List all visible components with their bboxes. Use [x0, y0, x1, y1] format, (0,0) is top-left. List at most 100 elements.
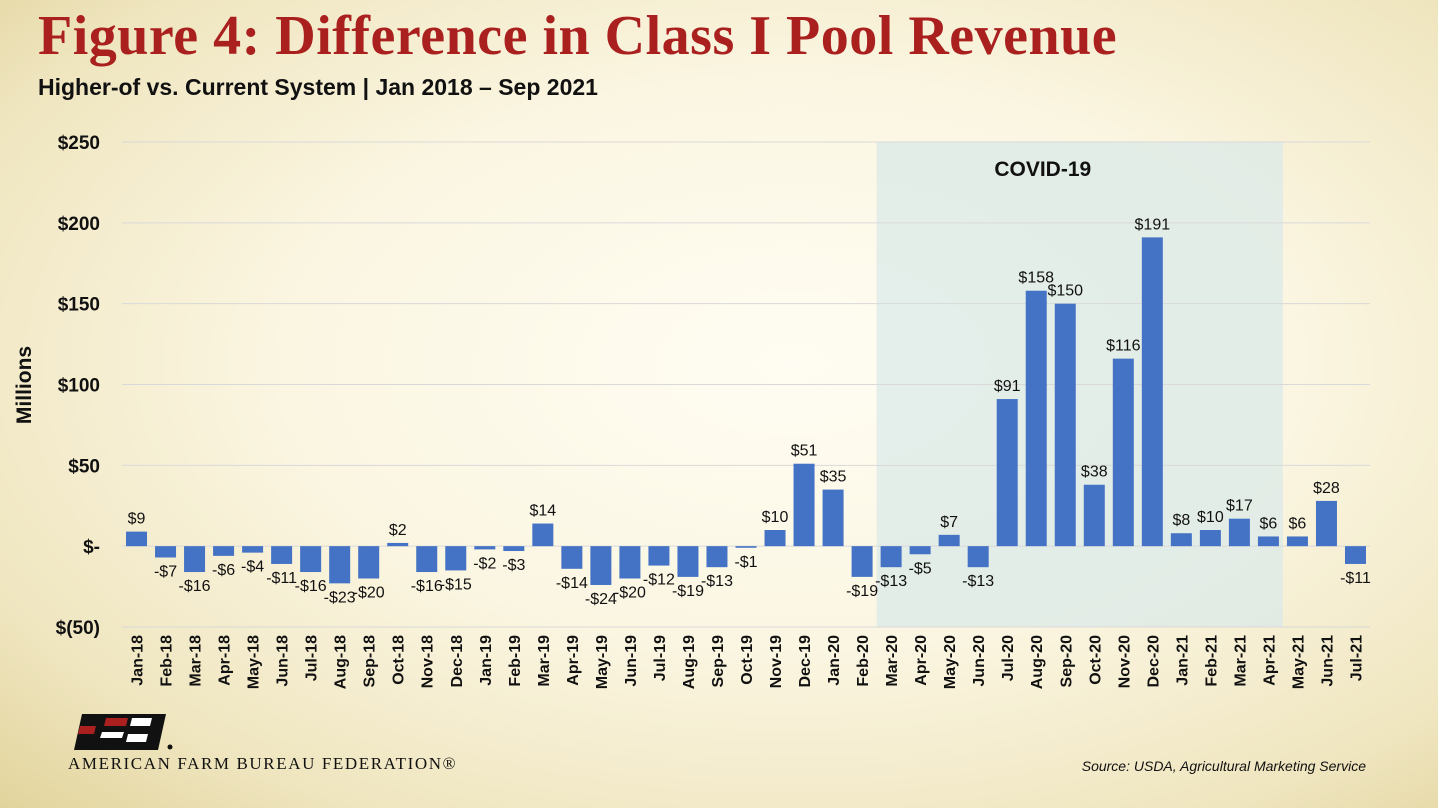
y-tick-label: $50 — [68, 456, 100, 477]
x-tick-label: May-18 — [246, 635, 263, 689]
x-tick-label: Apr-21 — [1261, 635, 1278, 686]
bar — [590, 546, 612, 585]
bar — [126, 531, 148, 547]
bar — [1344, 546, 1366, 564]
x-tick-label: Jun-19 — [623, 635, 640, 687]
x-tick-label: Apr-18 — [217, 635, 234, 686]
x-tick-label: Dec-20 — [1145, 635, 1162, 688]
data-label: -$16 — [179, 578, 211, 595]
bar — [1228, 518, 1250, 547]
bar — [503, 546, 525, 552]
data-label: -$5 — [909, 560, 932, 577]
farm-bureau-logo — [74, 714, 173, 750]
x-tick-label: Mar-18 — [188, 635, 205, 687]
x-tick-label: May-20 — [942, 635, 959, 689]
bar — [1199, 530, 1221, 547]
covid-label: COVID-19 — [994, 158, 1091, 181]
data-label: $116 — [1106, 338, 1141, 355]
bar — [851, 546, 873, 577]
y-tick-label: $150 — [58, 295, 100, 316]
x-tick-label: Oct-18 — [391, 635, 408, 685]
x-tick-label: Sep-19 — [710, 635, 727, 688]
x-tick-label: Feb-21 — [1203, 635, 1220, 687]
x-tick-label: Nov-20 — [1116, 635, 1133, 688]
x-tick-label: Jun-18 — [275, 635, 292, 687]
data-label: -$16 — [411, 578, 443, 595]
bar — [1141, 237, 1163, 547]
x-tick-label: Feb-19 — [507, 635, 524, 687]
data-label: $14 — [529, 503, 556, 520]
bar — [967, 546, 989, 568]
data-label: -$1 — [734, 554, 757, 571]
bar — [1112, 358, 1134, 547]
bar — [793, 463, 815, 547]
data-label: $191 — [1135, 216, 1171, 233]
bar — [677, 546, 699, 577]
y-tick-label: $100 — [58, 376, 100, 397]
bar — [996, 399, 1018, 547]
bar — [1170, 533, 1192, 547]
data-label: $38 — [1081, 464, 1108, 481]
x-tick-label: Feb-20 — [855, 635, 872, 687]
data-label: -$6 — [212, 562, 235, 579]
bar — [619, 546, 641, 579]
data-label: $17 — [1226, 498, 1253, 515]
x-tick-label: Nov-19 — [768, 635, 785, 688]
x-tick-label: Jul-18 — [304, 635, 321, 681]
data-label: $10 — [762, 509, 789, 526]
data-label: $28 — [1313, 480, 1340, 497]
x-tick-label: Jul-19 — [652, 635, 669, 681]
data-label: $150 — [1047, 283, 1083, 300]
bar — [1025, 290, 1047, 547]
x-tick-label: Jan-21 — [1174, 635, 1191, 686]
bar — [532, 523, 554, 547]
data-label: -$15 — [440, 576, 472, 593]
bar — [1286, 536, 1308, 547]
bar — [706, 546, 728, 568]
x-tick-label: Aug-18 — [333, 635, 350, 689]
x-tick-label: Oct-19 — [739, 635, 756, 685]
data-label: -$20 — [614, 585, 646, 602]
y-tick-label: $- — [83, 537, 100, 558]
data-label: $9 — [128, 511, 146, 528]
data-label: -$24 — [585, 591, 617, 608]
bar — [242, 546, 264, 553]
data-label: -$11 — [1340, 570, 1371, 587]
chart-title: Figure 4: Difference in Class I Pool Rev… — [38, 5, 1118, 67]
bar — [213, 546, 235, 556]
bar — [474, 546, 496, 550]
data-label: -$19 — [846, 583, 878, 600]
bar — [300, 546, 322, 573]
bar — [445, 546, 467, 571]
bar — [1257, 536, 1279, 547]
y-tick-label: $250 — [58, 133, 100, 154]
data-label: $51 — [791, 443, 818, 460]
data-label: -$16 — [295, 578, 327, 595]
x-tick-label: Dec-18 — [449, 635, 466, 688]
data-label: -$13 — [701, 573, 733, 590]
source-note: Source: USDA, Agricultural Marketing Ser… — [1081, 758, 1366, 774]
bar — [938, 534, 960, 547]
data-label: -$23 — [324, 589, 356, 606]
x-tick-label: Jan-18 — [130, 635, 147, 686]
data-label: $6 — [1260, 515, 1278, 532]
x-tick-label: Mar-21 — [1232, 635, 1249, 687]
x-tick-label: Jul-21 — [1348, 635, 1365, 681]
y-axis-label: Millions — [13, 346, 36, 424]
x-tick-label: Dec-19 — [797, 635, 814, 688]
data-label: $10 — [1197, 509, 1224, 526]
data-label: -$2 — [473, 555, 496, 572]
bar — [648, 546, 670, 566]
data-label: $2 — [389, 522, 407, 539]
data-label: -$3 — [502, 557, 525, 574]
x-tick-label: Jul-20 — [1000, 635, 1017, 681]
bar — [184, 546, 206, 573]
data-label: -$12 — [643, 572, 675, 589]
x-tick-label: Nov-18 — [420, 635, 437, 688]
bar — [329, 546, 351, 584]
bar — [822, 489, 844, 547]
data-label: -$4 — [241, 559, 264, 576]
x-tick-label: Apr-19 — [565, 635, 582, 686]
bar — [155, 546, 177, 558]
x-tick-label: May-21 — [1290, 635, 1307, 689]
